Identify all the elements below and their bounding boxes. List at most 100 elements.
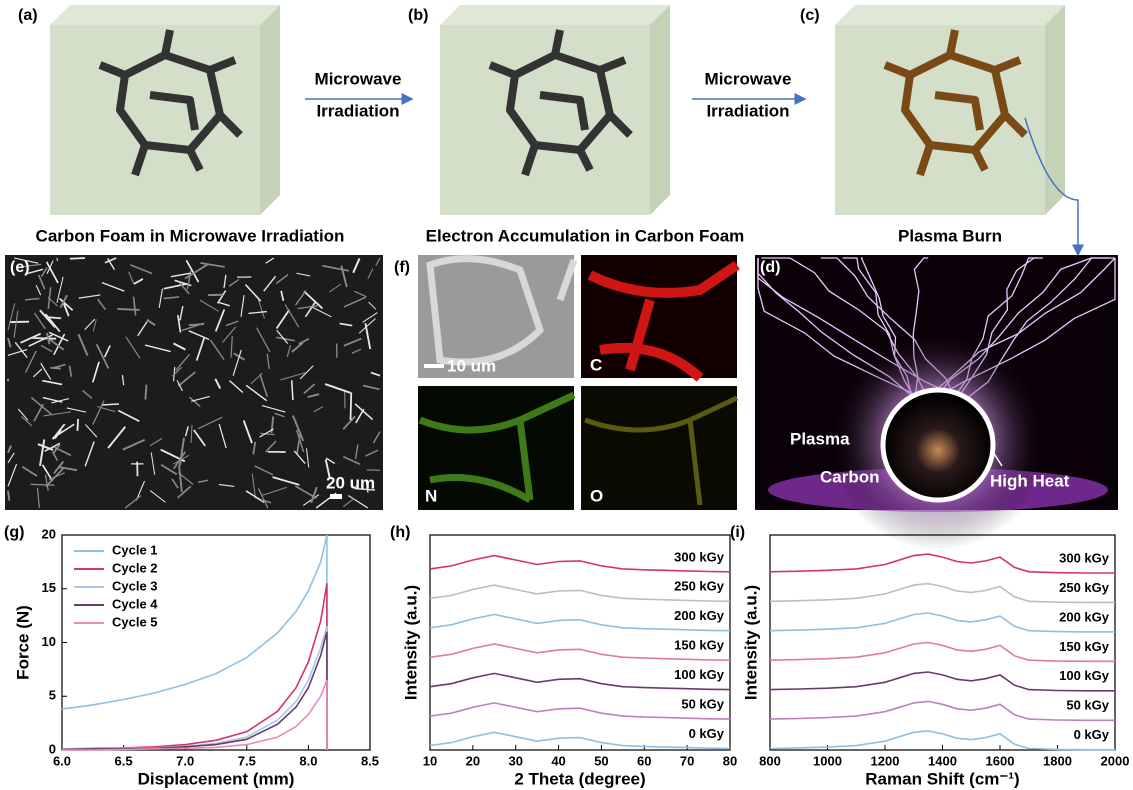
series-label: 0 kGy (1074, 727, 1110, 742)
arrow-text: Irradiation (706, 101, 789, 120)
y-tick-label: 20 (42, 526, 56, 541)
x-tick-label: 1600 (986, 753, 1015, 768)
panel-label: (i) (730, 524, 745, 541)
scale-bar (424, 364, 444, 368)
panel-label: (d) (760, 259, 780, 276)
x-tick-label: 1200 (871, 753, 900, 768)
series-label: 150 kGy (1059, 639, 1110, 654)
x-tick-label: 50 (594, 753, 608, 768)
fiber (189, 324, 204, 325)
fiber (351, 392, 352, 420)
cube-face (1045, 5, 1065, 215)
y-tick-label: 0 (49, 741, 56, 756)
x-tick-label: 800 (759, 753, 781, 768)
x-tick-label: 1000 (813, 753, 842, 768)
panel-label: (g) (4, 524, 24, 541)
series-label: 50 kGy (1066, 698, 1109, 713)
fiber (57, 258, 58, 261)
panel-label: (b) (408, 7, 428, 24)
x-tick-label: 80 (723, 753, 737, 768)
carbon-sphere (883, 390, 993, 500)
data-line (430, 732, 730, 748)
x-tick-label: 40 (551, 753, 565, 768)
map-c (581, 255, 737, 378)
series-label: 100 kGy (674, 667, 725, 682)
data-line (770, 701, 1115, 720)
map-label: C (590, 355, 602, 374)
series-label: 0 kGy (689, 726, 725, 741)
x-tick-label: 2000 (1101, 753, 1130, 768)
fiber (145, 385, 146, 400)
legend-label: Cycle 3 (112, 578, 158, 593)
legend-label: Cycle 5 (112, 614, 158, 629)
cube-illustrations (50, 5, 1065, 215)
x-tick-label: 1400 (928, 753, 957, 768)
x-axis-label: Displacement (mm) (138, 769, 295, 788)
x-tick-label: 20 (466, 753, 480, 768)
cube-face (260, 5, 280, 215)
plasma-label: Plasma (790, 429, 850, 448)
map-label: N (425, 486, 437, 505)
figure: (a) (b) (c) Microwave Irradiation Microw… (0, 0, 1133, 790)
x-tick-label: 7.0 (176, 753, 194, 768)
panel-label: (a) (18, 7, 38, 24)
x-tick-label: 10 (423, 753, 437, 768)
arrow-text: Irradiation (316, 101, 399, 120)
panel-label: (h) (390, 524, 410, 541)
series-label: 250 kGy (674, 579, 725, 594)
x-axis-label: Raman Shift (cm⁻¹) (865, 769, 1019, 788)
map-o (581, 386, 737, 510)
series-label: 300 kGy (674, 549, 725, 564)
panel-label: (e) (10, 259, 30, 276)
caption: Plasma Burn (898, 226, 1002, 245)
data-line (62, 583, 327, 750)
fiber (101, 404, 119, 405)
x-tick-label: 1800 (1043, 753, 1072, 768)
x-tick-label: 8.0 (299, 753, 317, 768)
legend-label: Cycle 2 (112, 560, 158, 575)
series-label: 250 kGy (1059, 580, 1110, 595)
cube-face (440, 5, 670, 25)
series-label: 100 kGy (1059, 668, 1110, 683)
fiber (117, 309, 139, 310)
fiber (31, 484, 55, 485)
fiber (8, 491, 9, 501)
heat-label: High Heat (990, 471, 1070, 490)
y-axis-label: Force (N) (13, 605, 32, 680)
cube-face (835, 5, 1065, 25)
x-tick-label: 6.5 (115, 753, 133, 768)
cube-face (50, 5, 280, 25)
scale-text: 10 um (447, 356, 496, 375)
x-tick-label: 60 (637, 753, 651, 768)
arrow-text: Microwave (315, 69, 402, 88)
x-tick-label: 7.5 (238, 753, 256, 768)
scale-text: 20 um (326, 473, 375, 492)
fiber (50, 368, 60, 369)
cube-face (650, 5, 670, 215)
x-tick-label: 70 (680, 753, 694, 768)
y-axis-label: Intensity (a.u.) (741, 585, 760, 700)
panel-label: (f) (394, 259, 410, 276)
y-axis-label: Intensity (a.u.) (401, 585, 420, 700)
x-tick-label: 8.5 (361, 753, 379, 768)
series-label: 200 kGy (1059, 609, 1110, 624)
fiber (70, 258, 85, 259)
series-label: 200 kGy (674, 608, 725, 623)
caption: Electron Accumulation in Carbon Foam (426, 226, 745, 245)
series-label: 150 kGy (674, 638, 725, 653)
carbon-label: Carbon (820, 467, 880, 486)
legend-label: Cycle 1 (112, 542, 158, 557)
x-tick-label: 30 (508, 753, 522, 768)
sem-image (5, 255, 383, 510)
arrow-text: Microwave (705, 69, 792, 88)
y-tick-label: 5 (49, 688, 56, 703)
series-label: 300 kGy (1059, 550, 1110, 565)
data-line (62, 535, 327, 750)
scale-bar (330, 494, 342, 499)
fiber (77, 419, 78, 431)
caption: Carbon Foam in Microwave Irradiation (36, 226, 345, 245)
fiber (46, 317, 61, 318)
y-tick-label: 10 (42, 634, 56, 649)
panel-label: (c) (800, 7, 820, 24)
map-label: O (590, 486, 603, 505)
